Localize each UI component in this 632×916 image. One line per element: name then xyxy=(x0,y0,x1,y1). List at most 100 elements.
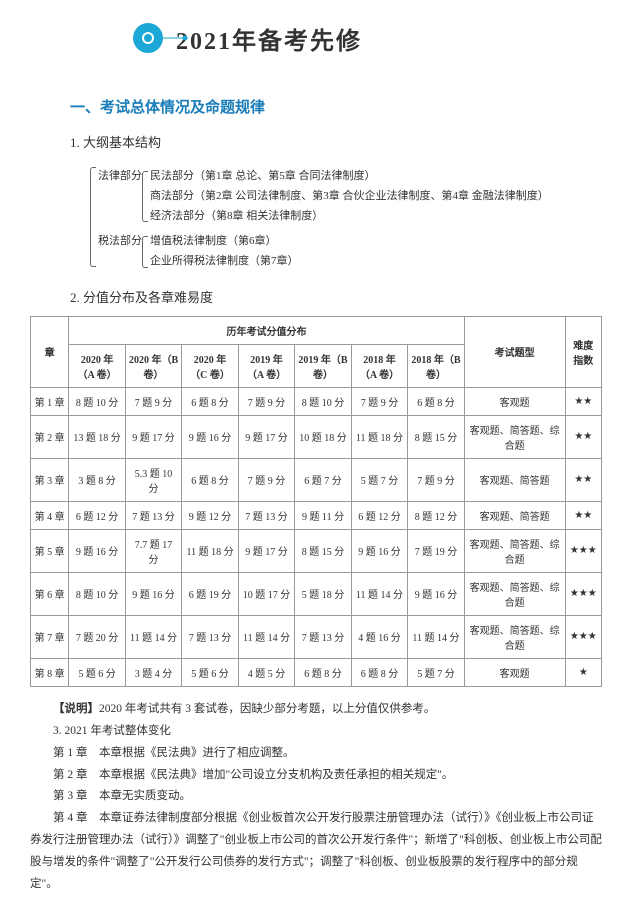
cell-score: 7 题 19 分 xyxy=(408,529,464,572)
cell-score: 6 题 8 分 xyxy=(351,658,407,686)
table-row: 第 8 章5 题 6 分3 题 4 分5 题 6 分4 题 5 分6 题 8 分… xyxy=(31,658,602,686)
cell-score: 7 题 9 分 xyxy=(238,458,294,501)
cell-score: 7 题 20 分 xyxy=(69,615,125,658)
change-item: 第 2 章 本章根据《民法典》增加"公司设立分支机构及责任承担的相关规定"。 xyxy=(30,765,602,787)
sub-heading-2: 2. 分值分布及各章难易度 xyxy=(70,287,602,306)
cell-score: 6 题 12 分 xyxy=(351,501,407,529)
th-chapter: 章 xyxy=(31,316,69,387)
sub-heading-1: 1. 大纲基本结构 xyxy=(70,132,602,151)
cell-score: 13 题 18 分 xyxy=(69,415,125,458)
cell-score: 5 题 6 分 xyxy=(69,658,125,686)
th-year: 2020 年（B 卷） xyxy=(125,344,181,387)
cell-score: 5 题 7 分 xyxy=(351,458,407,501)
cell-score: 7 题 13 分 xyxy=(125,501,181,529)
change-item: 第 4 章 本章证券法律制度部分根据《创业板首次公开发行股票注册管理办法（试行）… xyxy=(30,808,602,895)
notes: 【说明】2020 年考试共有 3 套试卷，因缺少部分考题，以上分值仅供参考。 3… xyxy=(30,699,602,896)
th-group: 历年考试分值分布 xyxy=(69,316,464,344)
cell-type: 客观题、简答题 xyxy=(464,458,565,501)
cell-type: 客观题、简答题 xyxy=(464,501,565,529)
cell-score: 11 题 14 分 xyxy=(351,572,407,615)
th-year: 2019 年（B 卷） xyxy=(295,344,351,387)
cell-score: 9 题 16 分 xyxy=(408,572,464,615)
cell-score: 8 题 10 分 xyxy=(295,387,351,415)
cell-score: 6 题 8 分 xyxy=(295,658,351,686)
cell-score: 6 题 19 分 xyxy=(182,572,238,615)
cell-score: 5 题 18 分 xyxy=(295,572,351,615)
outline-structure: 法律部分 民法部分（第1章 总论、第5章 合同法律制度） 商法部分（第2章 公司… xyxy=(90,161,602,272)
page-header: 2021年备考先修 xyxy=(130,20,602,56)
cell-diff: ★★ xyxy=(565,458,601,501)
cell-score: 9 题 11 分 xyxy=(295,501,351,529)
cell-score: 6 题 8 分 xyxy=(408,387,464,415)
cell-score: 8 题 10 分 xyxy=(69,387,125,415)
th-year: 2020 年（C 卷） xyxy=(182,344,238,387)
cell-score: 11 题 18 分 xyxy=(182,529,238,572)
cell-type: 客观题 xyxy=(464,387,565,415)
cell-score: 6 题 12 分 xyxy=(69,501,125,529)
cell-diff: ★★★ xyxy=(565,529,601,572)
note-label: 【说明】 xyxy=(53,703,99,715)
cell-score: 7 题 9 分 xyxy=(125,387,181,415)
cell-score: 7 题 13 分 xyxy=(295,615,351,658)
cell-chapter: 第 2 章 xyxy=(31,415,69,458)
cell-score: 9 题 17 分 xyxy=(125,415,181,458)
law-item: 经济法部分（第8章 相关法律制度） xyxy=(150,207,549,227)
table-row: 第 3 章3 题 8 分5.3 题 10 分6 题 8 分7 题 9 分6 题 … xyxy=(31,458,602,501)
page-title: 2021年备考先修 xyxy=(176,21,362,56)
cell-diff: ★★★ xyxy=(565,572,601,615)
table-row: 第 4 章6 题 12 分7 题 13 分9 题 12 分7 题 13 分9 题… xyxy=(31,501,602,529)
cell-score: 8 题 15 分 xyxy=(295,529,351,572)
cell-score: 7.7 题 17 分 xyxy=(125,529,181,572)
th-diff: 难度指数 xyxy=(565,316,601,387)
cell-score: 8 题 15 分 xyxy=(408,415,464,458)
cell-diff: ★★ xyxy=(565,387,601,415)
cell-score: 7 题 13 分 xyxy=(182,615,238,658)
cell-score: 5 题 6 分 xyxy=(182,658,238,686)
cell-score: 5 题 7 分 xyxy=(408,658,464,686)
tax-item: 增值税法律制度（第6章） xyxy=(150,232,299,252)
cell-score: 7 题 9 分 xyxy=(408,458,464,501)
th-year: 2019 年（A 卷） xyxy=(238,344,294,387)
cell-type: 客观题 xyxy=(464,658,565,686)
cell-diff: ★ xyxy=(565,658,601,686)
cell-type: 客观题、简答题、综合题 xyxy=(464,415,565,458)
sub-heading-3: 3. 2021 年考试整体变化 xyxy=(30,721,602,743)
th-year: 2018 年（B 卷） xyxy=(408,344,464,387)
cell-score: 4 题 16 分 xyxy=(351,615,407,658)
cell-score: 6 题 7 分 xyxy=(295,458,351,501)
table-row: 第 6 章8 题 10 分9 题 16 分6 题 19 分10 题 17 分5 … xyxy=(31,572,602,615)
cell-score: 6 题 8 分 xyxy=(182,458,238,501)
cell-type: 客观题、简答题、综合题 xyxy=(464,529,565,572)
cell-score: 9 题 12 分 xyxy=(182,501,238,529)
table-row: 第 2 章13 题 18 分9 题 17 分9 题 16 分9 题 17 分10… xyxy=(31,415,602,458)
cell-diff: ★★ xyxy=(565,501,601,529)
table-row: 第 7 章7 题 20 分11 题 14 分7 题 13 分11 题 14 分7… xyxy=(31,615,602,658)
cell-score: 7 题 9 分 xyxy=(351,387,407,415)
th-year: 2020 年（A 卷） xyxy=(69,344,125,387)
th-year: 2018 年（A 卷） xyxy=(351,344,407,387)
cell-diff: ★★ xyxy=(565,415,601,458)
note-text: 2020 年考试共有 3 套试卷，因缺少部分考题，以上分值仅供参考。 xyxy=(99,703,435,715)
cell-score: 11 题 14 分 xyxy=(125,615,181,658)
cell-type: 客观题、简答题、综合题 xyxy=(464,572,565,615)
change-item: 第 3 章 本章无实质变动。 xyxy=(30,786,602,808)
cell-score: 9 题 16 分 xyxy=(69,529,125,572)
section-title: 一、考试总体情况及命题规律 xyxy=(70,96,602,117)
cell-score: 8 题 10 分 xyxy=(69,572,125,615)
cell-chapter: 第 5 章 xyxy=(31,529,69,572)
cell-diff: ★★★ xyxy=(565,615,601,658)
cell-chapter: 第 6 章 xyxy=(31,572,69,615)
th-type: 考试题型 xyxy=(464,316,565,387)
cell-score: 9 题 17 分 xyxy=(238,415,294,458)
cell-score: 11 题 18 分 xyxy=(351,415,407,458)
cell-score: 7 题 13 分 xyxy=(238,501,294,529)
law-item: 商法部分（第2章 公司法律制度、第3章 合伙企业法律制度、第4章 金融法律制度） xyxy=(150,187,549,207)
cell-chapter: 第 7 章 xyxy=(31,615,69,658)
table-row: 第 5 章9 题 16 分7.7 题 17 分11 题 18 分9 题 17 分… xyxy=(31,529,602,572)
table-row: 第 1 章8 题 10 分7 题 9 分6 题 8 分7 题 9 分8 题 10… xyxy=(31,387,602,415)
cell-score: 9 题 16 分 xyxy=(182,415,238,458)
cell-score: 11 题 14 分 xyxy=(238,615,294,658)
cell-score: 3 题 8 分 xyxy=(69,458,125,501)
cell-chapter: 第 3 章 xyxy=(31,458,69,501)
tax-label: 税法部分 xyxy=(98,232,142,252)
